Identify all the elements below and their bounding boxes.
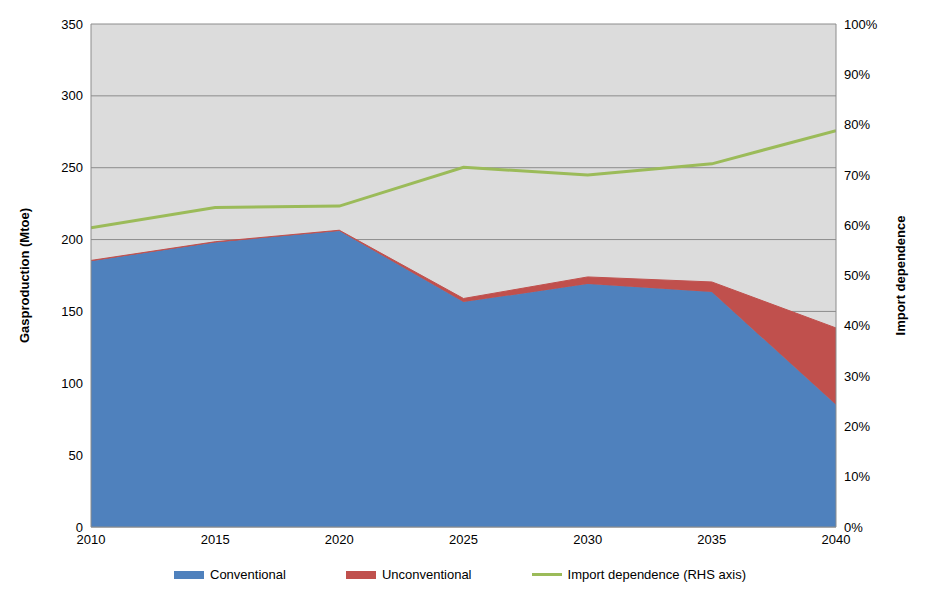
svg-text:Gasproduction (Mtoe): Gasproduction (Mtoe) — [17, 208, 32, 343]
svg-text:20%: 20% — [844, 419, 870, 434]
html-text:Import dependence (RHS axis): Import dependence (RHS axis) — [567, 567, 746, 582]
svg-text:300: 300 — [61, 88, 83, 103]
svg-text:100%: 100% — [844, 17, 878, 32]
svg-text:250: 250 — [61, 160, 83, 175]
svg-text:2040: 2040 — [821, 532, 851, 548]
svg-text:50: 50 — [69, 448, 83, 463]
svg-text:150: 150 — [61, 304, 83, 319]
svg-text:90%: 90% — [844, 67, 870, 82]
svg-text:2020: 2020 — [325, 532, 354, 547]
svg-text:70%: 70% — [844, 168, 870, 183]
svg-text:100: 100 — [61, 376, 83, 391]
svg-text:50%: 50% — [844, 268, 870, 283]
svg-text:350: 350 — [61, 17, 83, 32]
svg-text:60%: 60% — [844, 218, 870, 233]
html-text:Unconventional: Unconventional — [381, 567, 472, 582]
svg-text:30%: 30% — [844, 369, 870, 384]
svg-text:2015: 2015 — [201, 532, 230, 547]
svg-text:40%: 40% — [844, 318, 870, 333]
svg-text:200: 200 — [61, 232, 83, 247]
svg-text:2025: 2025 — [449, 532, 478, 547]
svg-text:10%: 10% — [844, 469, 870, 484]
svg-text:0%: 0% — [844, 520, 863, 535]
svg-text:80%: 80% — [844, 117, 870, 132]
svg-text:0: 0 — [76, 520, 83, 535]
svg-text:2030: 2030 — [573, 532, 602, 547]
svg-text:2010: 2010 — [76, 532, 106, 548]
html-text:Conventional: Conventional — [210, 567, 286, 582]
svg-text:2035: 2035 — [697, 532, 726, 547]
svg-text:Import dependence: Import dependence — [893, 216, 908, 336]
